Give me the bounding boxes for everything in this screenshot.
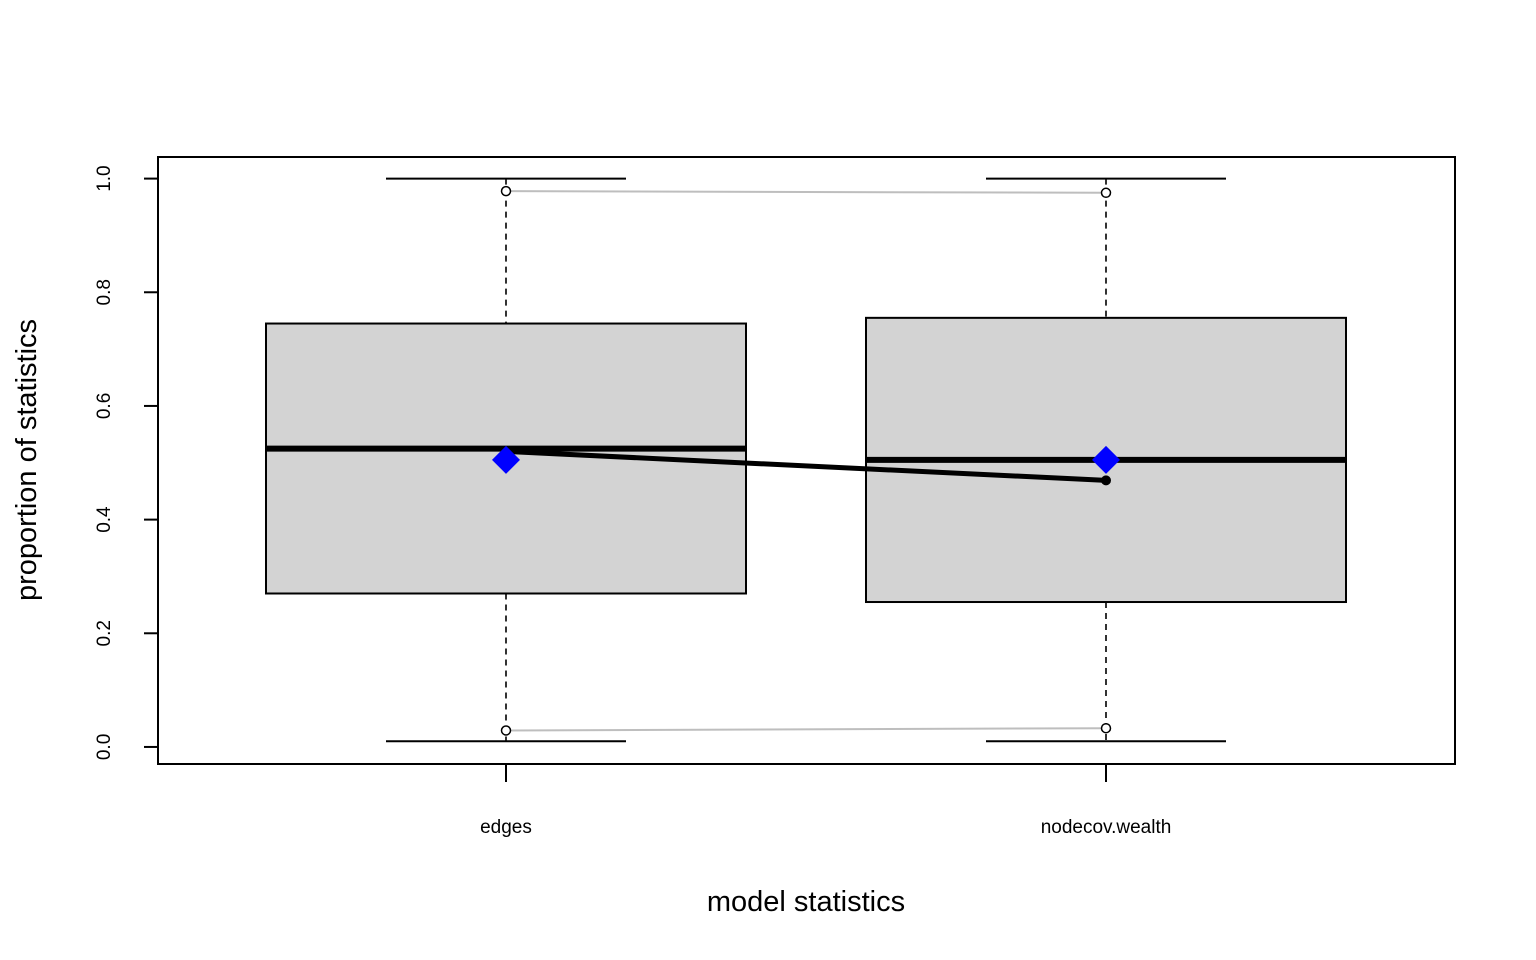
lower-interval-line-point-edges [500,725,512,736]
y-tick-label: 0.2 [94,620,115,646]
observed-line-point-nodecov.wealth [1101,475,1111,486]
y-tick-label: 0.8 [94,279,115,305]
upper-interval-line-point-nodecov.wealth [1100,187,1112,199]
observed-marker-nodecov.wealth [1092,445,1120,474]
lower-interval-line [505,727,1107,732]
y-axis: 0.0 0.2 0.4 0.6 0.8 1.0 [94,165,158,760]
plot-frame-layer [157,156,1456,765]
x-tick-label: nodecov.wealth [1041,817,1172,838]
x-axis: edges nodecov.wealth [480,764,1171,838]
x-tick-label: edges [480,817,532,838]
x-axis-title: model statistics [707,886,905,918]
plot-frame [157,156,1456,765]
observed-marker-edges [492,445,520,474]
y-tick-label: 0.4 [94,506,115,533]
y-axis-title: proportion of statistics [11,319,43,601]
y-tick-label: 1.0 [94,165,115,191]
lower-interval-line-point-nodecov.wealth [1100,722,1112,734]
upper-interval-line-point-edges [500,185,512,197]
observed-line [505,448,1107,483]
y-tick-label: 0.6 [94,393,115,419]
upper-interval-line [505,190,1107,194]
y-tick-label: 0.0 [94,734,115,760]
plot-area [265,177,1347,743]
